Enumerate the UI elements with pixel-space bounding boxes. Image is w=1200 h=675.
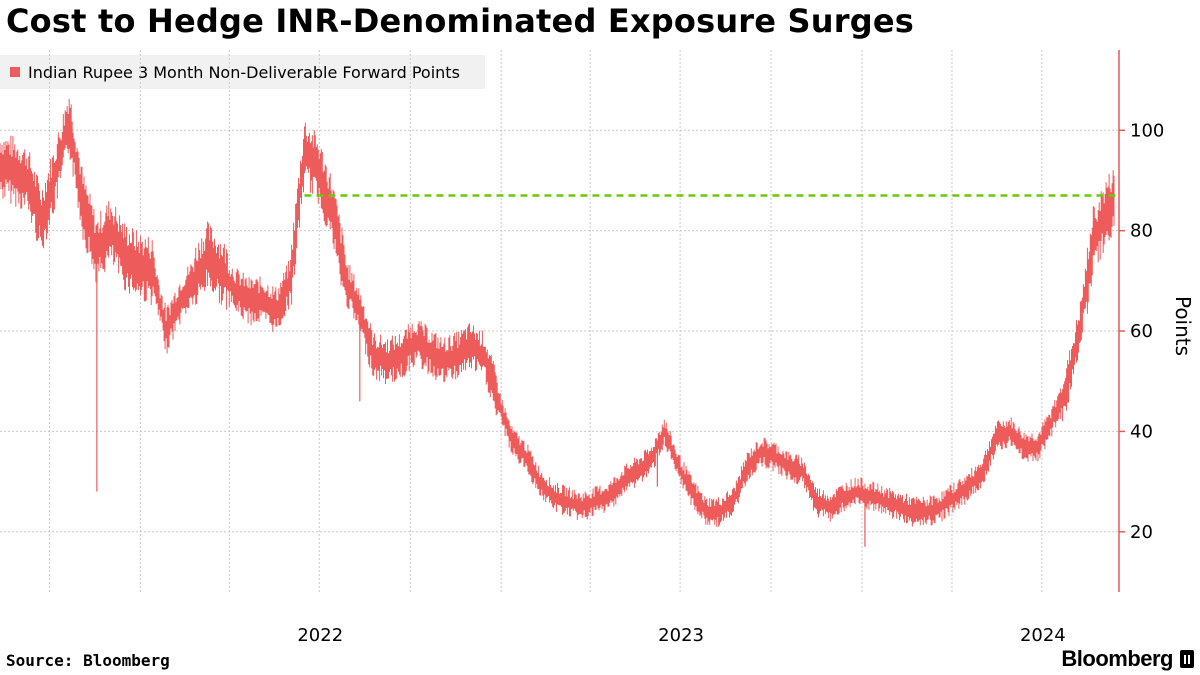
series-line-ndf-points xyxy=(0,98,1115,527)
chart-legend: Indian Rupee 3 Month Non-Deliverable For… xyxy=(0,55,485,89)
bloomberg-terminal-icon xyxy=(1180,650,1194,668)
y-tick-label: 80 xyxy=(1130,221,1153,242)
y-tick-label: 60 xyxy=(1130,321,1153,342)
brand-wordmark: Bloomberg xyxy=(1061,646,1173,671)
y-tick-label: 40 xyxy=(1130,421,1153,442)
legend-swatch xyxy=(10,67,20,77)
legend-label: Indian Rupee 3 Month Non-Deliverable For… xyxy=(28,62,460,82)
y-tick-label: 100 xyxy=(1130,120,1164,141)
chart-title: Cost to Hedge INR-Denominated Exposure S… xyxy=(6,2,914,40)
y-tick-label: 20 xyxy=(1130,522,1153,543)
x-tick-label: 2024 xyxy=(1020,625,1066,646)
y-axis-title: Points xyxy=(1171,296,1195,356)
source-note: Source: Bloomberg xyxy=(6,651,170,670)
x-tick-label: 2023 xyxy=(658,625,704,646)
brand-logo: Bloomberg xyxy=(1061,646,1194,672)
x-tick-label: 2022 xyxy=(297,625,343,646)
